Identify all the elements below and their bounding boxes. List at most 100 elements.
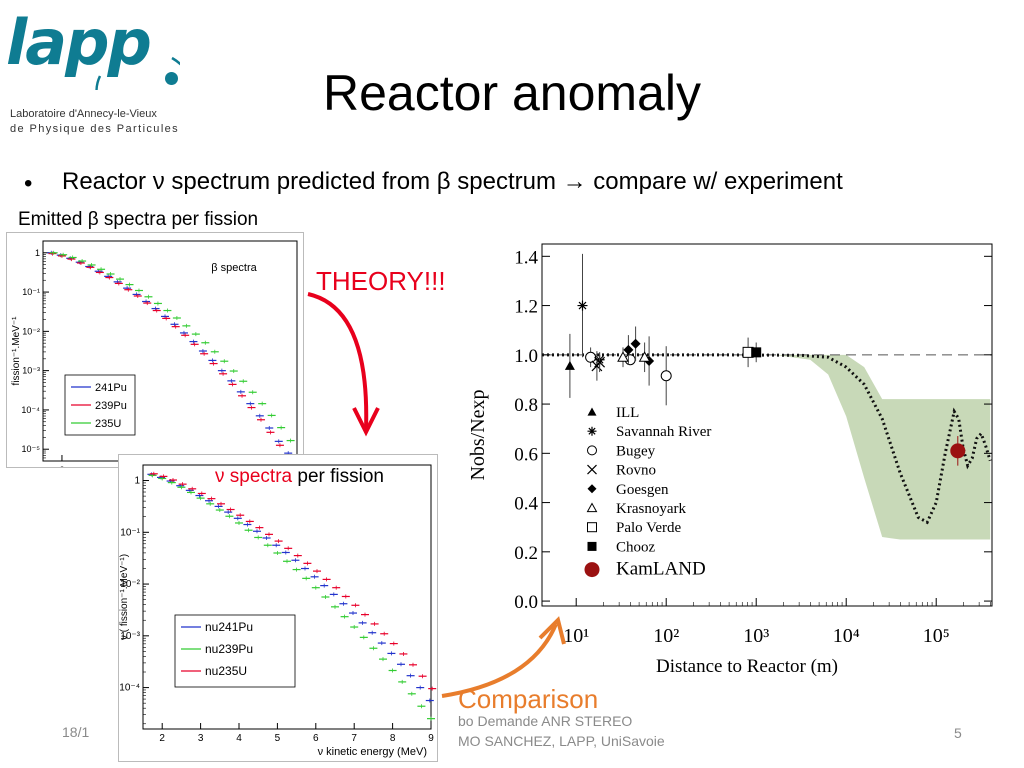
reactor-anomaly-chart: 0.0 0.2 0.4 0.6 0.8 1.0 1.2 1.4 10¹ 10² 10³ 10⁴ 10⁵ D… [458,236,1006,677]
nu-caption-rest: per fission [292,466,384,487]
marker-diamond-filled [630,338,641,349]
y-tick-label: 10⁻² [22,326,40,336]
y-axis-label: Nobs/Nexp [467,389,489,480]
legend-label-241Pu: 241Pu [95,382,127,394]
logo-tagline-2: de Physique des Particules [10,123,180,135]
legend-label-239Pu: 239Pu [95,400,127,412]
reactor-anomaly-plot: 0.0 0.2 0.4 0.6 0.8 1.0 1.2 1.4 10¹ 10² 10³ 10⁴ 10⁵ D… [467,243,993,677]
marker-diamond-filled [587,484,597,494]
x-tick-label: 10⁴ [833,625,860,647]
marker-circle-open [585,351,597,363]
lapp-logo: lapp Laboratoire d'Annecy-le-Vieux de Ph… [4,4,184,138]
marker-cross [587,464,597,475]
legend-label-krasnoyark: Krasnoyark [616,501,686,517]
beta-spectra-plot: 1 10⁻¹ 10⁻² 10⁻³ 10⁻⁴ 10⁻⁵ 2 β spectra fission⁻¹… [11,240,298,475]
footer-event: bo Demande ANR STEREO [458,713,633,729]
legend-label-nu239Pu: nu239Pu [205,642,253,656]
marker-square-filled [587,541,597,551]
footer-page-number: 5 [954,725,962,741]
beta-spectra-chart: 1 10⁻¹ 10⁻² 10⁻³ 10⁻⁴ 10⁻⁵ 2 β spectra fission⁻¹… [6,232,304,475]
comparison-label: Comparison [458,684,599,714]
y-tick-label: 1.2 [514,297,538,318]
legend-label-goesgen: Goesgen [616,482,669,498]
y-tick-label: 10⁻⁴ [119,683,140,694]
bullet-icon: • [24,170,33,197]
marker-circle-large [950,443,966,459]
marker-circle-large [584,562,600,578]
plot-frame [142,464,432,730]
x-tick-label: 5 [275,733,281,744]
x-tick-label: 8 [390,733,396,744]
logo-dot-icon [165,72,178,85]
nu-spectra-chart: 1 10⁻¹ 10⁻² 10⁻³ 10⁻⁴ 2 3 4 5 6 7 8 9 ν ( fission⁻¹.M… [118,454,438,762]
comparison-arrow-icon [441,616,566,698]
legend-label-savannah-river: Savannah River [616,424,711,440]
y-tick-label: 0.8 [514,395,538,416]
nu-caption-highlight: ν spectra [215,466,293,487]
slide-title: Reactor anomaly [323,65,701,121]
y-tick-label: 0.4 [514,494,538,515]
y-tick-label: 0.6 [514,444,538,465]
y-tick-label: 10⁻² [120,579,140,590]
x-axis-label: Distance to Reactor (m) [656,656,838,676]
marker-cross [594,356,606,368]
bullet-text: Reactor ν spectrum predicted from β spec… [62,168,843,195]
marker-square-open [587,522,597,533]
legend-label-235U: 235U [95,418,121,430]
marker-triangle-open [586,502,598,513]
logo-tagline-1: Laboratoire d'Annecy-le-Vieux [10,108,157,120]
marker-triangle-open [638,351,651,362]
plot-frame [541,243,993,607]
marker-asterisk [587,426,597,436]
marker-circle-open [660,370,672,382]
x-tick-label: 3 [198,733,204,744]
y-tick-label: 10⁻³ [22,366,40,376]
y-tick-label: 10⁻¹ [120,527,140,538]
y-tick-label: 1 [35,248,40,258]
legend-label-bugey: Bugey [616,443,656,459]
x-tick-label: 2 [59,465,64,467]
beta-spectra-caption: Emitted β spectra per fission [18,209,259,230]
marker-triangle-open [617,351,629,362]
logo-wordmark: lapp [6,6,152,79]
y-tick-label: 10⁻¹ [22,287,40,297]
x-tick-label: 10³ [743,625,769,647]
chart-title: β spectra [211,262,257,274]
x-axis-label: ν kinetic energy (MeV) [318,746,427,758]
legend-label-nu235U: nu235U [205,664,247,678]
oscillation-uncertainty-band [774,354,991,540]
legend-label-rovno: Rovno [616,463,656,479]
footer-author: MO SANCHEZ, LAPP, UniSavoie [458,733,665,749]
marker-triangle-filled [587,407,597,416]
theory-arrow-icon [307,292,380,437]
legend-label-chooz: Chooz [616,539,656,555]
legend-label-kamland: KamLAND [616,559,706,580]
marker-circle-open [587,445,597,456]
footer-date: 18/1 [62,724,90,740]
marker-triangle-filled [564,360,575,370]
marker-square-filled [751,347,762,358]
x-tick-label: 4 [236,733,242,744]
marker-asterisk [577,300,588,311]
y-tick-label: 1.4 [514,247,538,268]
x-tick-label: 10² [653,625,679,647]
nu-spectra-caption: ν spectra per fission [215,466,384,488]
x-tick-label: 2 [159,733,165,744]
x-tick-label: 6 [313,733,319,744]
marker-diamond-filled [623,344,634,355]
x-tick-label: 10¹ [563,625,589,647]
y-tick-label: 10⁻⁵ [22,444,41,454]
y-tick-label: 1 [134,476,140,487]
y-tick-label: 10⁻⁴ [21,405,40,415]
legend-label-palo-verde: Palo Verde [616,520,681,536]
y-axis-label: fission⁻¹.MeV⁻¹ [11,316,22,386]
x-tick-label: 7 [351,733,357,744]
y-tick-label: 1.0 [514,346,538,367]
y-tick-label: 0.0 [514,592,538,613]
y-tick-label: 0.2 [514,543,538,564]
theory-label: THEORY!!! [316,266,446,296]
legend-label-nu241Pu: nu241Pu [205,620,253,634]
x-tick-label: 10⁵ [923,625,950,647]
y-axis-label: ν ( fission⁻¹.MeV⁻¹) [119,554,130,640]
nu-spectra-plot: 1 10⁻¹ 10⁻² 10⁻³ 10⁻⁴ 2 3 4 5 6 7 8 9 ν ( fission⁻¹.M… [119,464,437,758]
